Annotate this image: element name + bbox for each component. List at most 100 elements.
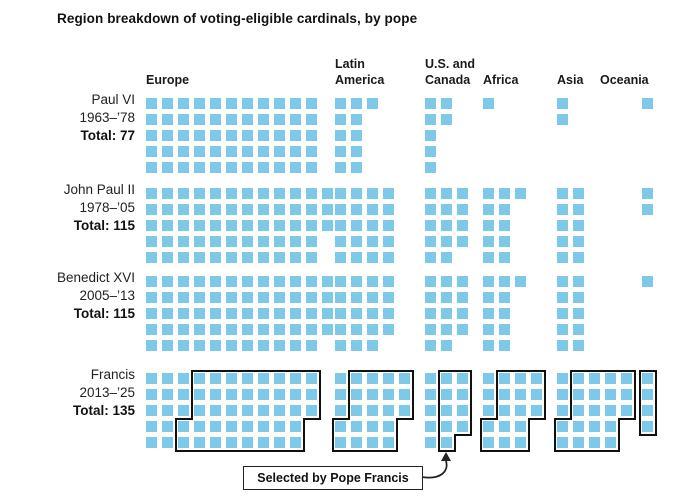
- waffle-square: [367, 373, 378, 384]
- waffle-square: [162, 292, 173, 303]
- waffle-square: [290, 252, 301, 263]
- waffle-square: [367, 437, 378, 448]
- waffle-square: [274, 340, 285, 351]
- waffle-square: [274, 276, 285, 287]
- chart-title: Region breakdown of voting-eligible card…: [57, 11, 418, 26]
- waffle-square: [162, 98, 173, 109]
- waffle-square: [242, 146, 253, 157]
- waffle-square: [557, 236, 568, 247]
- selection-outline-edge: [453, 433, 472, 436]
- waffle-square: [258, 98, 269, 109]
- waffle-square: [322, 188, 333, 199]
- waffle-square: [258, 324, 269, 335]
- waffle-square: [499, 276, 510, 287]
- waffle-square: [441, 236, 452, 247]
- selection-outline-edge: [511, 449, 530, 452]
- waffle-square: [242, 389, 253, 400]
- selection-outline-edge: [469, 385, 472, 404]
- waffle-square: [383, 421, 394, 432]
- waffle-square: [210, 292, 221, 303]
- waffle-square: [425, 98, 436, 109]
- waffle-square: [351, 405, 362, 416]
- waffle-square: [210, 421, 221, 432]
- waffle-square: [178, 421, 189, 432]
- selection-outline-edge: [469, 369, 472, 388]
- waffle-square: [351, 292, 362, 303]
- waffle-square: [146, 188, 157, 199]
- waffle-square: [367, 405, 378, 416]
- selection-outline-edge: [270, 369, 289, 372]
- waffle-square: [178, 98, 189, 109]
- waffle-square: [483, 276, 494, 287]
- waffle-square: [178, 130, 189, 141]
- waffle-square: [483, 236, 494, 247]
- waffle-square: [306, 292, 317, 303]
- waffle-square: [351, 162, 362, 173]
- waffle-square: [146, 373, 157, 384]
- selection-outline-edge: [347, 385, 350, 404]
- selection-outline-edge: [638, 417, 641, 436]
- waffle-square: [557, 188, 568, 199]
- waffle-square: [335, 276, 346, 287]
- waffle-square: [210, 98, 221, 109]
- waffle-square: [425, 437, 436, 448]
- waffle-square: [194, 340, 205, 351]
- waffle-square: [194, 308, 205, 319]
- waffle-square: [226, 324, 237, 335]
- waffle-square: [194, 236, 205, 247]
- pope-label: Francis 2013–’25 Total: 135: [0, 366, 135, 420]
- waffle-square: [557, 292, 568, 303]
- selection-outline-edge: [527, 369, 546, 372]
- waffle-square: [146, 146, 157, 157]
- waffle-square: [258, 405, 269, 416]
- waffle-square: [499, 389, 510, 400]
- waffle-square: [162, 421, 173, 432]
- waffle-square: [335, 188, 346, 199]
- waffle-square: [226, 236, 237, 247]
- waffle-square: [146, 308, 157, 319]
- waffle-square: [642, 188, 653, 199]
- waffle-square: [146, 421, 157, 432]
- waffle-square: [322, 324, 333, 335]
- waffle-square: [306, 405, 317, 416]
- waffle-square: [290, 324, 301, 335]
- selection-outline-edge: [395, 417, 398, 436]
- waffle-square: [573, 389, 584, 400]
- selection-outline-edge: [638, 401, 641, 420]
- waffle-square: [210, 220, 221, 231]
- waffle-square: [441, 308, 452, 319]
- waffle-square: [425, 276, 436, 287]
- selection-outline-edge: [302, 369, 321, 372]
- waffle-square: [605, 405, 616, 416]
- waffle-square: [335, 405, 346, 416]
- waffle-square: [367, 324, 378, 335]
- waffle-square: [573, 421, 584, 432]
- selection-outline-edge: [495, 401, 498, 420]
- selection-outline-edge: [254, 449, 273, 452]
- waffle-square: [499, 252, 510, 263]
- waffle-square: [162, 308, 173, 319]
- waffle-square: [642, 276, 653, 287]
- waffle-square: [210, 340, 221, 351]
- waffle-square: [351, 308, 362, 319]
- waffle-square: [425, 292, 436, 303]
- waffle-square: [194, 114, 205, 125]
- waffle-square: [178, 308, 189, 319]
- waffle-square: [383, 276, 394, 287]
- waffle-square: [210, 162, 221, 173]
- waffle-square: [483, 292, 494, 303]
- waffle-square: [499, 204, 510, 215]
- waffle-square: [290, 98, 301, 109]
- selection-outline-edge: [395, 369, 414, 372]
- selection-outline-edge: [238, 449, 257, 452]
- waffle-square: [226, 340, 237, 351]
- waffle-square: [557, 114, 568, 125]
- selection-outline-edge: [527, 417, 546, 420]
- selection-outline-edge: [453, 369, 472, 372]
- waffle-square: [210, 276, 221, 287]
- waffle-square: [178, 162, 189, 173]
- waffle-square: [499, 220, 510, 231]
- selection-outline-edge: [527, 417, 530, 436]
- selection-outline-edge: [411, 369, 414, 388]
- waffle-square: [425, 146, 436, 157]
